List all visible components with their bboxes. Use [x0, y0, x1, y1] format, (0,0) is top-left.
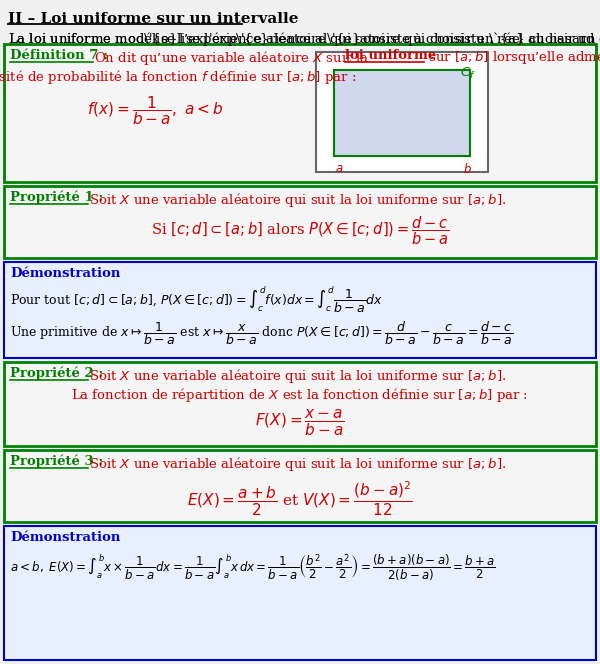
Text: II – Loi uniforme sur un intervalle: II – Loi uniforme sur un intervalle: [8, 12, 299, 26]
Bar: [4, 450, 596, 522]
Text: Propriété 3 :: Propriété 3 :: [10, 455, 108, 469]
Text: Démonstration: Démonstration: [10, 267, 121, 280]
Text: $a$: $a$: [335, 162, 343, 175]
Text: $f(x) = \dfrac{1}{b-a},\ a < b$: $f(x) = \dfrac{1}{b-a},\ a < b$: [87, 94, 223, 127]
Text: Soit $X$ une variable aléatoire qui suit la loi uniforme sur $[a;b]$.: Soit $X$ une variable aléatoire qui suit…: [89, 191, 506, 209]
Text: Démonstration: Démonstration: [10, 531, 121, 544]
Text: La loi uniforme modélise l’expérience aléatoire qui consiste à choisir un réel a: La loi uniforme modélise l’expérience al…: [8, 30, 600, 48]
Text: La fonction de répartition de $X$ est la fonction définie sur $[a;b]$ par :: La fonction de répartition de $X$ est la…: [71, 386, 529, 404]
Bar: [4, 362, 596, 446]
Text: densité de probabilité la fonction $f$ définie sur $[a;b]$ par :: densité de probabilité la fonction $f$ d…: [0, 68, 356, 86]
Text: Soit $X$ une variable aléatoire qui suit la loi uniforme sur $[a;b]$.: Soit $X$ une variable aléatoire qui suit…: [89, 367, 506, 385]
Text: $F(X) = \dfrac{x-a}{b-a}$: $F(X) = \dfrac{x-a}{b-a}$: [255, 408, 345, 438]
Text: Propriété 2 :: Propriété 2 :: [10, 367, 108, 380]
Text: Définition 7 :: Définition 7 :: [10, 49, 113, 62]
Bar: [4, 186, 596, 258]
Text: $b$: $b$: [463, 162, 472, 176]
Bar: [316, 52, 488, 172]
Text: La loi uniforme mod\'{e}lise l'exp\'{e}rience al\'{e}atoire qui consiste \`{a} c: La loi uniforme mod\'{e}lise l'exp\'{e}r…: [8, 30, 600, 48]
Bar: [334, 70, 470, 156]
Text: Si $[c;d]\subset[a;b]$ alors $P(X\in[c;d]) = \dfrac{d-c}{b-a}$: Si $[c;d]\subset[a;b]$ alors $P(X\in[c;d…: [151, 214, 449, 246]
Bar: [4, 44, 596, 182]
Text: $E(X) = \dfrac{a+b}{2}$ et $V(X) = \dfrac{(b-a)^2}{12}$: $E(X) = \dfrac{a+b}{2}$ et $V(X) = \dfra…: [187, 480, 413, 519]
Bar: [4, 526, 596, 660]
Text: Pour tout $[c;d]\subset[a;b]$, $P(X\in[c;d]) = \int_c^d f(x)dx = \int_c^d \dfrac: Pour tout $[c;d]\subset[a;b]$, $P(X\in[c…: [10, 284, 383, 315]
Text: Une primitive de $x\mapsto\dfrac{1}{b-a}$ est $x\mapsto\dfrac{x}{b-a}$ donc $P(X: Une primitive de $x\mapsto\dfrac{1}{b-a}…: [10, 319, 513, 347]
Text: $C_f$: $C_f$: [460, 66, 476, 81]
Text: loi uniforme: loi uniforme: [345, 49, 436, 62]
Text: On dit qu’une variable aléatoire $X$ suit la: On dit qu’une variable aléatoire $X$ sui…: [94, 49, 369, 67]
Text: Soit $X$ une variable aléatoire qui suit la loi uniforme sur $[a;b]$.: Soit $X$ une variable aléatoire qui suit…: [89, 455, 506, 473]
Text: $a < b,\ E(X) = \int_a^b x\times\dfrac{1}{b-a}dx = \dfrac{1}{b-a}\int_a^b x\,dx : $a < b,\ E(X) = \int_a^b x\times\dfrac{1…: [10, 552, 496, 583]
Text: sur $[a;b]$ lorsqu’elle admet comme: sur $[a;b]$ lorsqu’elle admet comme: [424, 49, 600, 66]
Bar: [4, 262, 596, 358]
Text: Propriété 1 :: Propriété 1 :: [10, 191, 108, 205]
